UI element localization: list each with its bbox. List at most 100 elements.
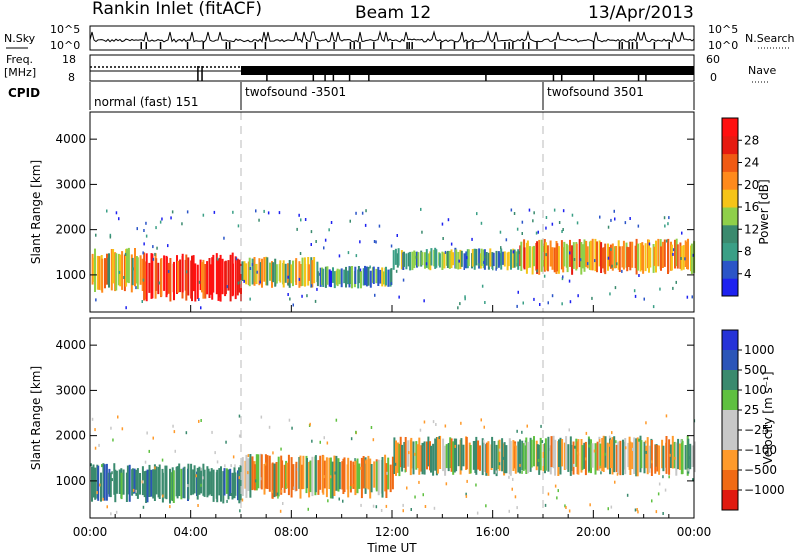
heatmap-speckle xyxy=(573,258,576,261)
heatmap-speckle xyxy=(288,418,291,422)
velocity-colorbar-label: −100 xyxy=(744,443,777,457)
heatmap-speckle xyxy=(558,221,561,224)
heatmap-speckle xyxy=(237,473,239,477)
heatmap-cell xyxy=(404,437,407,472)
heatmap-cell xyxy=(119,254,122,287)
heatmap-cell xyxy=(136,257,139,290)
heatmap-speckle xyxy=(214,451,216,455)
power-colorbar-swatch xyxy=(722,118,738,137)
heatmap-cell xyxy=(480,248,483,266)
heatmap-speckle xyxy=(274,282,277,286)
heatmap-speckle xyxy=(268,425,271,429)
heatmap-speckle xyxy=(121,427,124,431)
heatmap-speckle xyxy=(287,282,289,286)
frequency-strip: Freq. [MHz] 18 8 Nave 60 0 xyxy=(4,53,776,84)
heatmap-speckle xyxy=(545,226,547,230)
heatmap-speckle xyxy=(562,275,564,279)
heatmap-speckle xyxy=(211,430,213,434)
heatmap-speckle xyxy=(521,232,523,235)
heatmap-speckle xyxy=(454,444,456,448)
heatmap-speckle xyxy=(659,287,661,291)
heatmap-speckle xyxy=(476,212,478,216)
heatmap-speckle xyxy=(385,504,388,508)
heatmap-cell xyxy=(206,261,209,295)
heatmap-cell xyxy=(472,441,475,470)
heatmap-cell xyxy=(354,460,357,496)
heatmap-speckle xyxy=(258,218,260,222)
heatmap-cell xyxy=(302,455,305,489)
heatmap-speckle xyxy=(588,444,590,448)
heatmap-speckle xyxy=(142,505,145,509)
heatmap-cell xyxy=(453,438,456,473)
station-title: Rankin Inlet (fitACF) xyxy=(92,0,262,19)
heatmap-speckle xyxy=(338,497,340,501)
heatmap-cell xyxy=(581,445,584,471)
freq-label-2: [MHz] xyxy=(4,66,36,79)
heatmap-speckle xyxy=(198,280,201,284)
heatmap-speckle xyxy=(444,250,447,254)
velocity-colorbar-swatch xyxy=(722,490,738,511)
cpid-strip: CPID normal (fast) 151 twofsound -3501 two… xyxy=(8,82,695,110)
heatmap-speckle xyxy=(433,506,436,510)
heatmap-speckle xyxy=(516,429,518,433)
heatmap-speckle xyxy=(662,475,664,479)
heatmap-speckle xyxy=(589,503,591,507)
nsky-label: N.Sky xyxy=(4,32,36,45)
heatmap-cell xyxy=(489,248,492,267)
power-colorbar-label: 12 xyxy=(744,222,759,236)
heatmap-cell xyxy=(475,436,478,475)
freq-tick-top: 18 xyxy=(62,53,76,66)
heatmap-speckle xyxy=(243,279,245,283)
heatmap-speckle xyxy=(125,306,127,310)
heatmap-cell xyxy=(177,260,180,293)
heatmap-cell xyxy=(330,270,332,288)
heatmap-cell xyxy=(519,439,521,474)
heatmap-speckle xyxy=(378,224,381,228)
heatmap-speckle xyxy=(594,259,596,263)
heatmap-cell xyxy=(212,254,215,293)
heatmap-speckle xyxy=(347,251,350,255)
heatmap-speckle xyxy=(254,479,257,483)
heatmap-speckle xyxy=(152,257,155,261)
heatmap-speckle xyxy=(508,475,510,479)
heatmap-speckle xyxy=(691,295,693,299)
heatmap-cell xyxy=(338,269,341,285)
heatmap-cell xyxy=(358,463,361,489)
heatmap-speckle xyxy=(544,503,547,507)
heatmap-cell xyxy=(221,258,224,295)
heatmap-cell xyxy=(357,266,360,284)
heatmap-cell xyxy=(210,468,213,496)
heatmap-cell xyxy=(540,239,543,272)
heatmap-speckle xyxy=(106,209,108,213)
heatmap-cell xyxy=(295,258,298,285)
heatmap-cell xyxy=(410,437,413,469)
heatmap-cell xyxy=(143,252,146,301)
heatmap-cell xyxy=(505,445,508,474)
heatmap-cell xyxy=(615,444,618,473)
heatmap-speckle xyxy=(167,244,169,248)
heatmap-cell xyxy=(551,247,554,270)
heatmap-cell xyxy=(626,246,629,272)
heatmap-cell xyxy=(501,438,504,472)
heatmap-cell xyxy=(658,445,661,475)
heatmap-cell xyxy=(285,460,288,489)
nsearch-tick-top: 10^5 xyxy=(708,23,738,36)
heatmap-cell xyxy=(364,265,366,286)
heatmap-cell xyxy=(549,240,552,267)
heatmap-cell xyxy=(354,266,357,284)
heatmap-cell xyxy=(449,437,452,469)
heatmap-speckle xyxy=(438,436,440,440)
heatmap-cell xyxy=(690,243,693,274)
heatmap-speckle xyxy=(402,509,404,513)
heatmap-cell xyxy=(557,246,560,274)
heatmap-cell xyxy=(633,437,636,474)
nsearch-label: N.Search xyxy=(745,32,795,45)
heatmap-cell xyxy=(282,260,285,288)
nsearch-tick-bottom: 10^0 xyxy=(708,39,738,52)
heatmap-cell xyxy=(167,262,170,294)
heatmap-cell xyxy=(491,252,494,269)
heatmap-cell xyxy=(208,258,211,298)
heatmap-speckle xyxy=(111,471,113,475)
heatmap-cell xyxy=(542,444,545,472)
heatmap-cell xyxy=(438,253,441,268)
